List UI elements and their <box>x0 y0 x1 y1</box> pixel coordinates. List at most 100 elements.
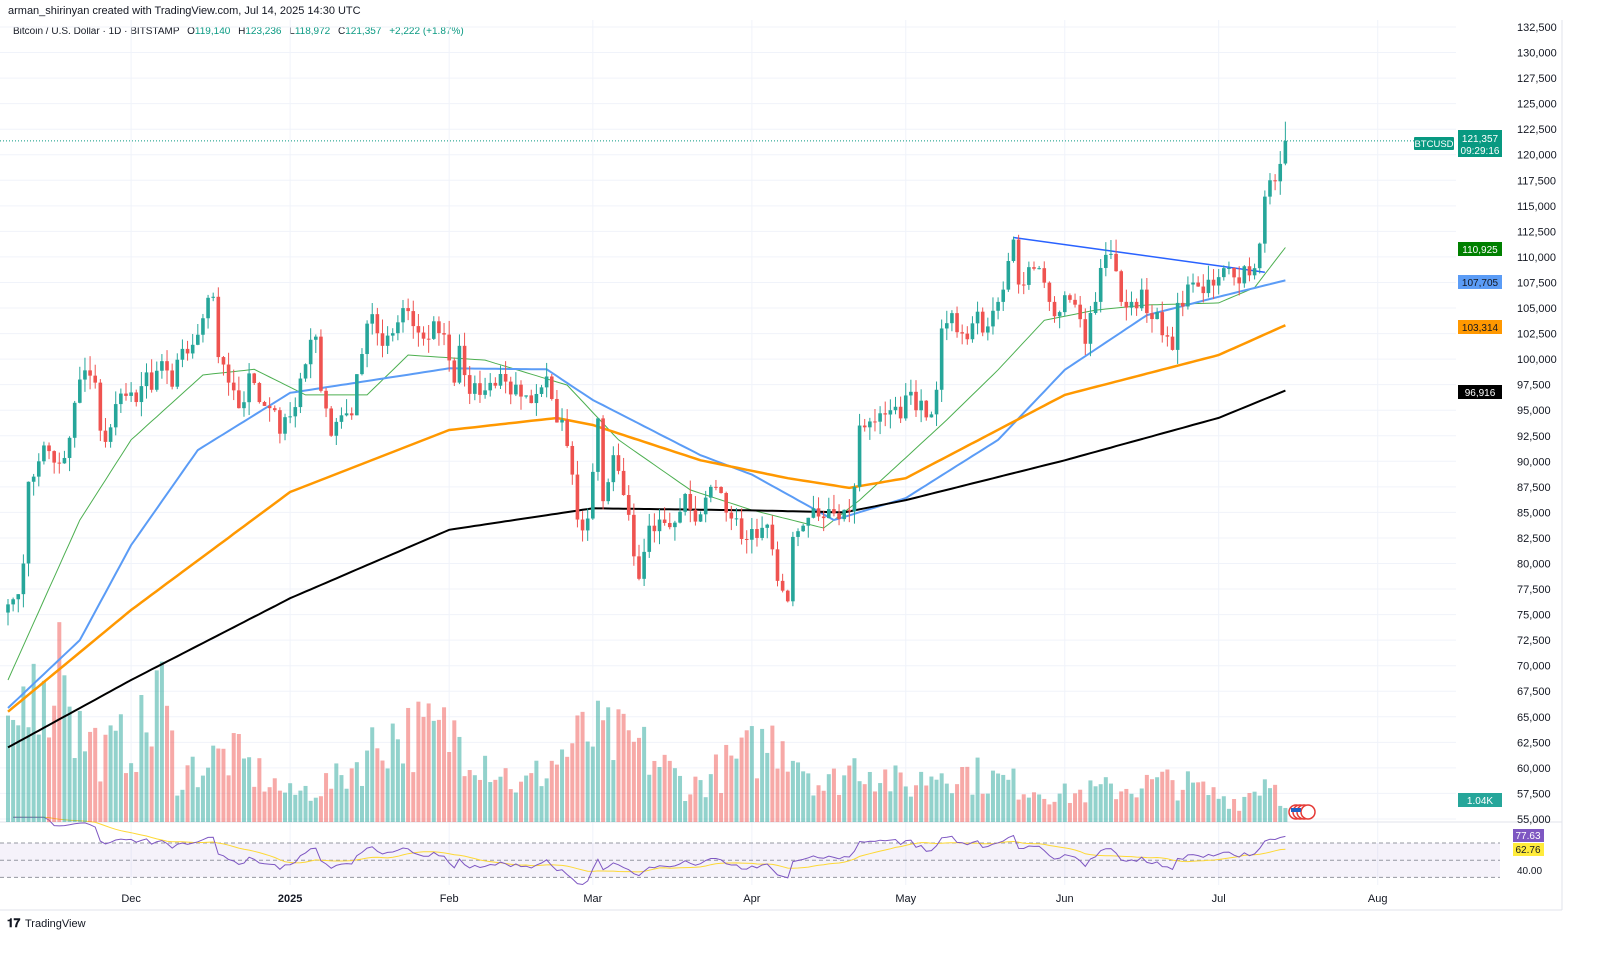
price-tick[interactable]: 115,000 <box>1517 201 1556 213</box>
volume-bar <box>570 743 575 822</box>
price-tick[interactable]: 117,500 <box>1517 175 1556 187</box>
volume-bar <box>806 773 811 822</box>
volume-bar <box>760 728 765 822</box>
volume-bar <box>544 778 549 822</box>
volume-bar <box>1078 789 1083 822</box>
volume-bar <box>1278 805 1283 822</box>
candle-up <box>1278 163 1283 182</box>
candle-up <box>370 314 375 324</box>
candle-up <box>950 313 954 324</box>
volume-bar <box>872 791 877 822</box>
volume-bar <box>26 727 31 822</box>
last-price-bg <box>1458 130 1502 157</box>
candle-down <box>914 391 918 411</box>
candle-up <box>857 425 862 487</box>
volume-bar <box>1283 807 1288 822</box>
candle-up <box>1222 268 1226 278</box>
price-tick[interactable]: 127,500 <box>1517 73 1557 85</box>
volume-bar <box>452 720 457 822</box>
volume-bar <box>47 737 52 822</box>
high-value: 123,236 <box>245 26 282 37</box>
price-tick[interactable]: 92,500 <box>1517 431 1551 443</box>
volume-bar <box>524 775 529 822</box>
volume-bar <box>560 749 565 822</box>
candle-down <box>252 373 257 384</box>
price-axis[interactable]: 132,500 130,000 127,500 125,000 122,500 120,0… <box>1517 22 1557 826</box>
price-tick[interactable]: 55,000 <box>1517 814 1551 826</box>
volume-bar <box>883 769 888 822</box>
volume-bar <box>908 796 913 822</box>
time-tick[interactable]: Dec <box>121 893 141 905</box>
time-tick[interactable]: Feb <box>440 893 459 905</box>
volume-bar <box>1114 799 1119 822</box>
price-tick[interactable]: 75,000 <box>1517 610 1551 622</box>
volume-bar <box>616 709 621 822</box>
price-tick[interactable]: 110,000 <box>1517 252 1556 264</box>
price-tick[interactable]: 120,000 <box>1517 150 1557 162</box>
candle-up <box>129 392 133 396</box>
candle-down <box>519 384 523 397</box>
price-tick[interactable]: 82,500 <box>1517 533 1551 545</box>
candle-up <box>1011 239 1016 262</box>
volume-bar <box>308 800 313 822</box>
volume-bar <box>334 763 339 822</box>
candle-up <box>811 508 816 518</box>
price-tick[interactable]: 105,000 <box>1517 303 1557 315</box>
price-tick[interactable]: 60,000 <box>1517 763 1551 775</box>
time-tick[interactable]: May <box>895 893 916 905</box>
time-tick[interactable]: Aug <box>1368 893 1388 905</box>
volume-bars <box>6 622 1288 822</box>
ma50-label-bg <box>1458 275 1502 289</box>
tradingview-logo-icon: 𝟏𝟕 <box>7 916 21 930</box>
us-flag-event-icon[interactable] <box>1300 804 1316 820</box>
time-axis[interactable]: Dec 2025 Feb Mar Apr May Jun Jul Aug <box>121 893 1387 905</box>
price-tick[interactable]: 72,500 <box>1517 635 1551 647</box>
time-tick[interactable]: 2025 <box>278 893 302 905</box>
volume-bar <box>493 779 498 822</box>
volume-bar <box>652 760 657 822</box>
tradingview-logo[interactable]: 𝟏𝟕 TradingView <box>7 916 86 930</box>
time-tick[interactable]: Apr <box>743 893 760 905</box>
price-tick[interactable]: 102,500 <box>1517 329 1557 341</box>
price-tick[interactable]: 70,000 <box>1517 661 1551 673</box>
volume-bar <box>483 755 488 822</box>
volume-bar <box>426 703 431 822</box>
time-tick[interactable]: Jun <box>1056 893 1074 905</box>
candle-down <box>324 390 328 409</box>
price-tick[interactable]: 77,500 <box>1517 584 1551 596</box>
price-tick[interactable]: 87,500 <box>1517 482 1551 494</box>
candle-down <box>349 413 354 416</box>
volume-bar <box>1226 808 1231 822</box>
price-tick[interactable]: 67,500 <box>1517 686 1551 698</box>
candle-up <box>534 393 539 404</box>
price-tick[interactable]: 97,500 <box>1517 380 1551 392</box>
price-tick[interactable]: 65,000 <box>1517 712 1551 724</box>
event-markers[interactable] <box>1288 804 1316 820</box>
volume-bar <box>934 779 939 822</box>
price-tick[interactable]: 57,500 <box>1517 788 1551 800</box>
volume-bar <box>606 707 611 822</box>
price-tick[interactable]: 100,000 <box>1517 354 1557 366</box>
time-tick[interactable]: Jul <box>1212 893 1226 905</box>
price-tick[interactable]: 130,000 <box>1517 48 1557 60</box>
candle-down <box>375 314 380 334</box>
ma100-label: 103,314 <box>1462 323 1499 334</box>
volume-bar <box>1124 788 1129 822</box>
price-tick[interactable]: 132,500 <box>1517 22 1557 34</box>
price-tick[interactable]: 80,000 <box>1517 558 1551 570</box>
price-tick[interactable]: 95,000 <box>1517 405 1551 417</box>
price-tick[interactable]: 62,500 <box>1517 737 1551 749</box>
candle-down <box>1114 253 1118 272</box>
price-tick[interactable]: 112,500 <box>1517 226 1556 238</box>
time-tick[interactable]: Mar <box>583 893 602 905</box>
price-tick[interactable]: 122,500 <box>1517 124 1557 136</box>
price-tick[interactable]: 90,000 <box>1517 456 1551 468</box>
price-tick[interactable]: 107,500 <box>1517 277 1557 289</box>
price-tick[interactable]: 125,000 <box>1517 99 1557 111</box>
volume-bar <box>698 780 703 822</box>
candle-up <box>360 354 364 375</box>
volume-bar <box>159 661 164 822</box>
price-tick[interactable]: 85,000 <box>1517 507 1551 519</box>
volume-bar <box>601 720 606 822</box>
